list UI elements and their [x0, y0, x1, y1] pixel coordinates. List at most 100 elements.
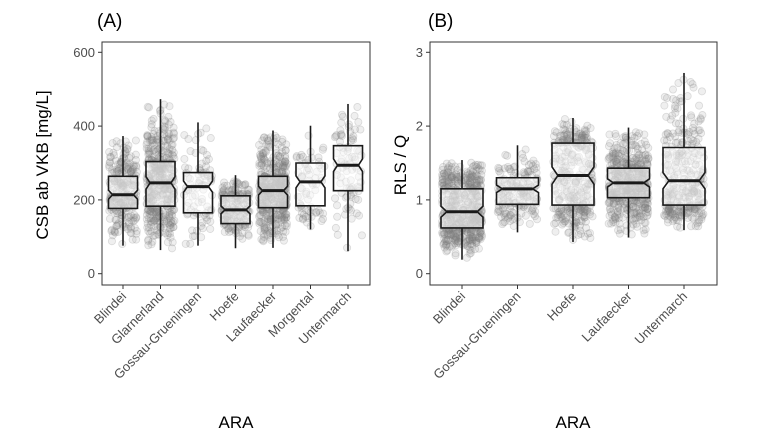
- panel-a-data-point: [129, 168, 138, 177]
- panel-a-data-point: [223, 181, 232, 190]
- panel-a-data-point: [240, 180, 249, 189]
- panel-a-data-point: [161, 211, 170, 220]
- panel-a-data-point: [169, 148, 178, 157]
- panel-b-data-point: [678, 129, 687, 138]
- panel-a-data-point: [259, 152, 268, 161]
- panel-a-data-point: [165, 149, 174, 158]
- panel-a-data-point: [155, 208, 164, 217]
- panel-a-data-point: [124, 141, 133, 150]
- panel-a-data-point: [279, 236, 288, 245]
- panel-a-data-point: [278, 135, 287, 144]
- panel-a-y-tick-label: 600: [73, 45, 95, 60]
- panel-a-data-point: [149, 114, 158, 123]
- panel-b-data-point: [467, 232, 476, 241]
- panel-a-data-point: [235, 232, 244, 241]
- panel-a-data-point: [129, 217, 138, 226]
- panel-a-data-point: [278, 207, 287, 216]
- panel-b-data-point: [583, 207, 592, 216]
- panel-a-data-point: [130, 223, 139, 232]
- panel-a-data-point: [121, 148, 130, 157]
- panel-b-data-point: [668, 129, 677, 138]
- panel-a-data-point: [112, 165, 121, 174]
- panel-a-box-gossau-grueningen: [182, 171, 214, 214]
- panel-a-data-point: [315, 208, 324, 217]
- panel-a-data-point: [186, 147, 195, 156]
- panel-a-data-point: [169, 123, 178, 132]
- panel-a-data-point: [132, 162, 141, 171]
- panel-b-data-point: [613, 155, 622, 164]
- panel-a-data-point: [206, 134, 215, 143]
- panel-a-data-point: [152, 207, 161, 216]
- panel-a-data-point: [147, 240, 156, 249]
- panel-a-data-point: [124, 220, 133, 229]
- panel-a-data-point: [161, 123, 170, 132]
- panel-a-data-point: [198, 218, 207, 227]
- panel-b-data-point: [613, 210, 622, 219]
- panel-b-data-point: [660, 101, 669, 110]
- panel-a-data-point: [262, 140, 271, 149]
- panel-a-data-point: [281, 211, 290, 220]
- panel-b-data-point: [662, 136, 671, 145]
- panel-a-data-point: [257, 218, 266, 227]
- panel-a-data-point: [281, 157, 290, 166]
- panel-a-data-point: [199, 146, 208, 155]
- panel-a-data-point: [259, 219, 268, 228]
- panel-b-y-tick-label: 3: [416, 45, 423, 60]
- panel-a-data-point: [144, 150, 153, 159]
- panel-a-data-point: [206, 217, 215, 226]
- panel-a-data-point: [164, 149, 173, 158]
- panel-b-data-point: [636, 156, 645, 165]
- panel-a-data-point: [255, 141, 264, 150]
- panel-a-data-point: [168, 145, 177, 154]
- panel-a-data-point: [164, 112, 173, 121]
- panel-a-data-point: [144, 236, 153, 245]
- panel-a-data-point: [257, 235, 266, 244]
- panel-a-data-point: [169, 128, 178, 137]
- panel-a-data-point: [263, 158, 272, 167]
- panel-a-data-point: [163, 238, 172, 247]
- panel-a-data-point: [203, 216, 212, 225]
- panel-a-data-point: [124, 212, 133, 221]
- panel-a-data-point: [113, 220, 122, 229]
- panel-a-data-point: [110, 226, 119, 235]
- panel-a-x-axis-title: ARA: [219, 413, 255, 432]
- panel-a-data-point: [147, 116, 156, 125]
- panel-a-data-point: [112, 215, 121, 224]
- panel-b-data-point: [462, 253, 471, 262]
- panel-a-data-point: [126, 159, 135, 168]
- panel-b-data-point: [636, 212, 645, 221]
- panel-b-data-point: [676, 223, 685, 232]
- panel-a-data-point: [155, 217, 164, 226]
- panel-b-data-point: [476, 161, 485, 170]
- panel-b-data-point: [631, 141, 640, 150]
- panel-a-data-point: [114, 160, 123, 169]
- panel-a-data-point: [255, 219, 264, 228]
- panel-a-data-point: [278, 148, 287, 157]
- panel-a-data-point: [167, 219, 176, 228]
- panel-a-data-point: [105, 158, 114, 167]
- panel-a-data-point: [273, 151, 282, 160]
- panel-a-data-point: [155, 207, 164, 216]
- panel-a-data-point: [166, 117, 175, 126]
- panel-a-data-point: [169, 223, 178, 232]
- panel-a-data-point: [292, 152, 301, 161]
- panel-a-data-point: [278, 223, 287, 232]
- panel-b-data-point: [695, 101, 704, 110]
- panel-a-data-point: [143, 102, 152, 111]
- panel-a-data-point: [354, 195, 363, 204]
- panel-a-data-point: [147, 135, 156, 144]
- panel-a-data-point: [157, 212, 166, 221]
- panel-a-data-point: [181, 239, 190, 248]
- panel-a-data-point: [118, 211, 127, 220]
- panel-a-data-point: [166, 233, 175, 242]
- panel-b-y-tick-label: 2: [416, 119, 423, 134]
- panel-b-data-point: [562, 120, 571, 129]
- panel-b-data-point: [612, 140, 621, 149]
- panel-a-data-point: [273, 162, 282, 171]
- panel-a-data-point: [260, 232, 269, 241]
- panel-a-y-tick-label: 200: [73, 192, 95, 207]
- panel-a-data-point: [143, 207, 152, 216]
- panel-b-data-point: [666, 115, 675, 124]
- panel-a-data-point: [108, 231, 117, 240]
- panel-a-data-point: [167, 216, 176, 225]
